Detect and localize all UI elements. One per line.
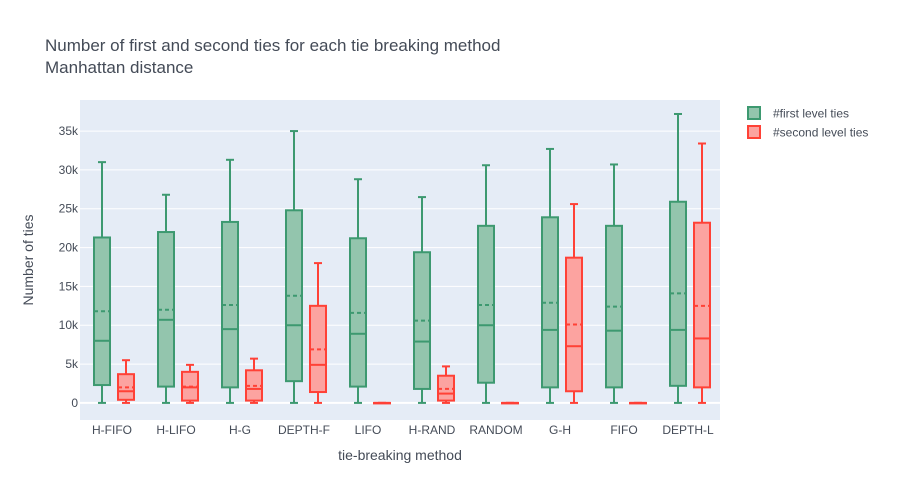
box-second-random bbox=[501, 401, 519, 405]
box-first-h-lifo bbox=[157, 193, 175, 404]
legend-swatch-0 bbox=[747, 106, 761, 120]
box-second-h-rand bbox=[437, 365, 455, 404]
box-second-h-fifo bbox=[117, 359, 135, 404]
y-tick-label-7: 35k bbox=[59, 124, 79, 138]
y-tick-label-5: 25k bbox=[59, 202, 79, 216]
box-first-fifo bbox=[605, 163, 623, 404]
box-second-fifo bbox=[629, 401, 647, 405]
y-tick-labels: 0 5k 10k 15k 20k 25k 30k 35k bbox=[59, 124, 79, 410]
x-tick-label-depth-l: DEPTH-L bbox=[662, 423, 714, 437]
box-first-random bbox=[477, 164, 495, 404]
box-second-h-lifo bbox=[181, 363, 199, 404]
box-second-lifo bbox=[373, 401, 391, 405]
y-axis-title: Number of ties bbox=[20, 214, 36, 305]
box-first-h-g bbox=[221, 158, 239, 404]
box-second-g-h bbox=[565, 203, 583, 404]
x-tick-label-fifo: FIFO bbox=[610, 423, 637, 437]
x-tick-label-lifo: LIFO bbox=[355, 423, 382, 437]
x-tick-labels: H-FIFO H-LIFO H-G DEPTH-F LIFO H-RAND RANDOM G-… bbox=[92, 423, 714, 437]
x-tick-label-h-rand: H-RAND bbox=[409, 423, 456, 437]
box-plots bbox=[93, 112, 711, 405]
box-second-depth-l bbox=[693, 142, 711, 404]
x-axis-title: tie-breaking method bbox=[338, 447, 462, 463]
y-tick-label-0: 0 bbox=[71, 396, 78, 410]
box-first-g-h bbox=[541, 147, 559, 404]
plot-background bbox=[80, 100, 720, 420]
x-tick-label-h-fifo: H-FIFO bbox=[92, 423, 132, 437]
y-tick-label-2: 10k bbox=[59, 318, 79, 332]
x-tick-label-g-h: G-H bbox=[549, 423, 571, 437]
y-tick-label-6: 30k bbox=[59, 163, 79, 177]
box-second-depth-f bbox=[309, 262, 327, 404]
box-first-depth-l bbox=[669, 112, 687, 404]
box-first-h-rand bbox=[413, 196, 431, 404]
box-first-depth-f bbox=[285, 130, 303, 404]
y-tick-label-4: 20k bbox=[59, 241, 79, 255]
x-tick-label-random: RANDOM bbox=[469, 423, 522, 437]
box-second-h-g bbox=[245, 357, 263, 404]
legend-label-1: #second level ties bbox=[773, 126, 868, 140]
box-first-lifo bbox=[349, 178, 367, 404]
chart-title: Number of first and second ties for each… bbox=[45, 36, 500, 55]
x-tick-label-h-lifo: H-LIFO bbox=[156, 423, 195, 437]
legend: #first level ties #second level ties bbox=[747, 106, 868, 140]
chart-subtitle: Manhattan distance bbox=[45, 58, 193, 77]
x-tick-label-depth-f: DEPTH-F bbox=[278, 423, 330, 437]
y-tick-label-3: 15k bbox=[59, 279, 79, 293]
box-first-h-fifo bbox=[93, 161, 111, 404]
legend-label-0: #first level ties bbox=[773, 107, 849, 121]
x-tick-label-h-g: H-G bbox=[229, 423, 251, 437]
legend-swatch-1 bbox=[747, 125, 761, 139]
y-tick-label-1: 5k bbox=[65, 357, 79, 371]
